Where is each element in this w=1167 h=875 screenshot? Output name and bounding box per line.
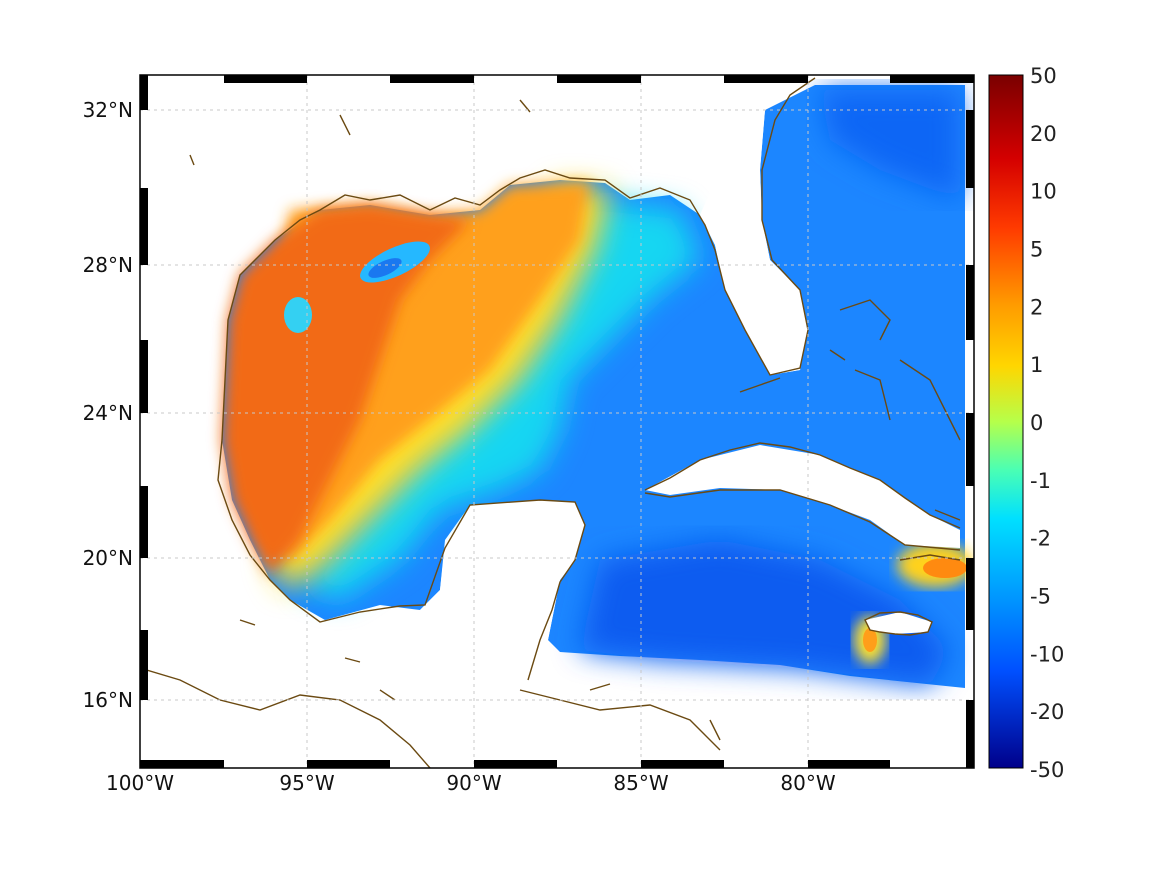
- field-warm-hispaniola-core: [923, 558, 967, 578]
- coast-gulf-us-mexico: [221, 77, 816, 441]
- coastlines: [140, 77, 961, 768]
- coast-central-america: [140, 667, 431, 768]
- lat-tick-28: 28°N: [83, 253, 133, 277]
- land-florida: [700, 80, 808, 375]
- frame-bottom-2: [307, 760, 390, 768]
- frame-top-2: [390, 75, 474, 83]
- frame-bottom-5: [808, 760, 890, 768]
- frame-right-5: [966, 700, 974, 768]
- frame-left-2: [140, 188, 148, 265]
- field-warm-jamaica-core: [863, 628, 877, 652]
- colorbar-label-12: -50: [1030, 758, 1064, 782]
- frame-bottom-4: [641, 760, 724, 768]
- colorbar-label-2: 10: [1030, 180, 1057, 204]
- colorbar-label-10: -10: [1030, 642, 1064, 666]
- coast-mexico-west: [217, 439, 586, 681]
- lat-tick-24: 24°N: [83, 401, 133, 425]
- lon-tick-90: 90°W: [446, 771, 501, 795]
- frame-left-3: [140, 340, 148, 413]
- field-eddy-b: [284, 297, 312, 333]
- colorbar-label-8: -2: [1030, 527, 1051, 551]
- lon-tick-80: 80°W: [780, 771, 835, 795]
- field-west-gulf: [222, 205, 470, 575]
- colorbar-label-6: 0: [1030, 411, 1043, 435]
- colorbar-label-9: -5: [1030, 585, 1051, 609]
- colorbar-label-11: -20: [1030, 700, 1064, 724]
- coast-keys: [739, 377, 781, 393]
- frame-top-1: [224, 75, 307, 83]
- colorbar-label-0: 50: [1030, 64, 1057, 88]
- coast-honduras: [519, 689, 721, 751]
- lat-tick-32: 32°N: [83, 98, 133, 122]
- frame-right-4: [966, 558, 974, 630]
- frame-right-2: [966, 265, 974, 340]
- colorbar-label-1: 20: [1030, 122, 1057, 146]
- gridlines: [140, 75, 974, 768]
- frame-right-3: [966, 413, 974, 486]
- coast-jamaica: [864, 611, 933, 636]
- frame-left-4: [140, 486, 148, 558]
- colorbar-label-3: 5: [1030, 238, 1043, 262]
- field-deep-blue-north: [820, 90, 960, 200]
- frame-top-4: [724, 75, 808, 83]
- colorbar-label-7: -1: [1030, 469, 1051, 493]
- lon-tick-95: 95°W: [279, 771, 334, 795]
- frame-left-1: [140, 75, 148, 110]
- coast-small-islands: [189, 99, 721, 741]
- lon-tick-labels: 100°W 95°W 90°W 85°W 80°W: [106, 771, 836, 795]
- colorbar-label-5: 1: [1030, 353, 1043, 377]
- colorbar-gradient: [988, 74, 1024, 769]
- ocean-field: [222, 85, 973, 688]
- coast-bahamas: [829, 299, 961, 441]
- lat-tick-20: 20°N: [83, 546, 133, 570]
- frame-bottom-3: [474, 760, 557, 768]
- land-yucatan: [420, 500, 585, 720]
- coast-cuba: [644, 442, 961, 551]
- land-jamaica: [865, 612, 932, 634]
- map-frame: [139, 74, 975, 769]
- colorbar-label-4: 2: [1030, 295, 1043, 319]
- frame-left-5: [140, 630, 148, 700]
- lat-tick-labels: 32°N 28°N 24°N 20°N 16°N: [83, 98, 133, 712]
- field-eddy-a-core: [368, 258, 402, 278]
- lon-tick-85: 85°W: [613, 771, 668, 795]
- frame-bottom-1: [140, 760, 224, 768]
- frame-right-1: [966, 110, 974, 188]
- frame-top-5: [890, 75, 974, 83]
- frame-top-3: [557, 75, 641, 83]
- lat-tick-16: 16°N: [83, 688, 133, 712]
- lon-tick-100: 100°W: [106, 771, 174, 795]
